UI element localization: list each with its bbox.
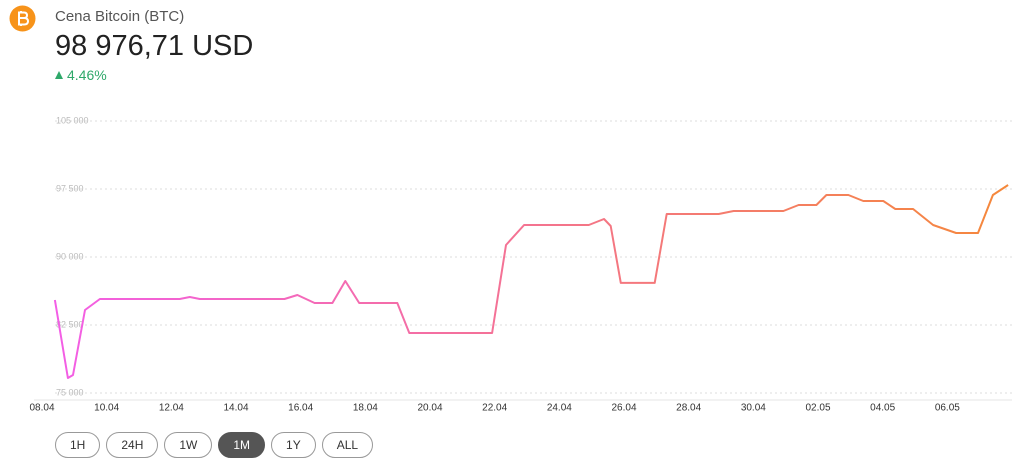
y-tick-label: 90 000: [56, 251, 84, 261]
chart: 75 000 82 500 90 000 97 500 105 000 08.04 10.0…: [29, 115, 1012, 414]
x-tick-label: 08.04: [29, 403, 54, 414]
range-button[interactable]: 1H: [55, 432, 101, 458]
x-tick-label: 20.04: [417, 403, 442, 414]
x-tick-label: 04.05: [870, 403, 895, 414]
range-button[interactable]: 24H: [106, 432, 159, 458]
range-button[interactable]: 1Y: [271, 432, 316, 458]
price-change: 4.46%: [55, 67, 107, 83]
x-tick-label: 02.05: [805, 403, 830, 414]
y-tick-label: 75 000: [56, 387, 84, 397]
y-tick-label: 82 500: [56, 319, 84, 329]
price: 98 976,71 USD: [55, 30, 254, 62]
range-button[interactable]: ALL: [321, 432, 374, 458]
up-arrow: [55, 71, 63, 79]
range-buttons: 1H 24H 1W 1M 1Y ALL: [55, 432, 374, 458]
change-value: 4.46%: [67, 67, 107, 83]
x-tick-label: 22.04: [482, 403, 507, 414]
x-tick-label: 26.04: [611, 403, 636, 414]
price-line: [53, 184, 1009, 379]
x-tick-label: 06.05: [935, 403, 960, 414]
x-tick-label: 10.04: [94, 403, 119, 414]
range-button[interactable]: 1M: [218, 432, 266, 458]
title: Cena Bitcoin (BTC): [55, 8, 185, 25]
y-tick-label: 105 000: [56, 115, 89, 125]
x-tick-label: 28.04: [676, 403, 701, 414]
x-tick-label: 30.04: [741, 403, 766, 414]
bitcoin-icon: [9, 5, 36, 32]
x-tick-label: 18.04: [353, 403, 378, 414]
x-tick-label: 14.04: [223, 403, 248, 414]
y-tick-label: 97 500: [56, 183, 84, 193]
x-tick-label: 12.04: [159, 403, 184, 414]
range-button[interactable]: 1W: [164, 432, 213, 458]
x-tick-label: 24.04: [547, 403, 572, 414]
x-tick-label: 16.04: [288, 403, 313, 414]
